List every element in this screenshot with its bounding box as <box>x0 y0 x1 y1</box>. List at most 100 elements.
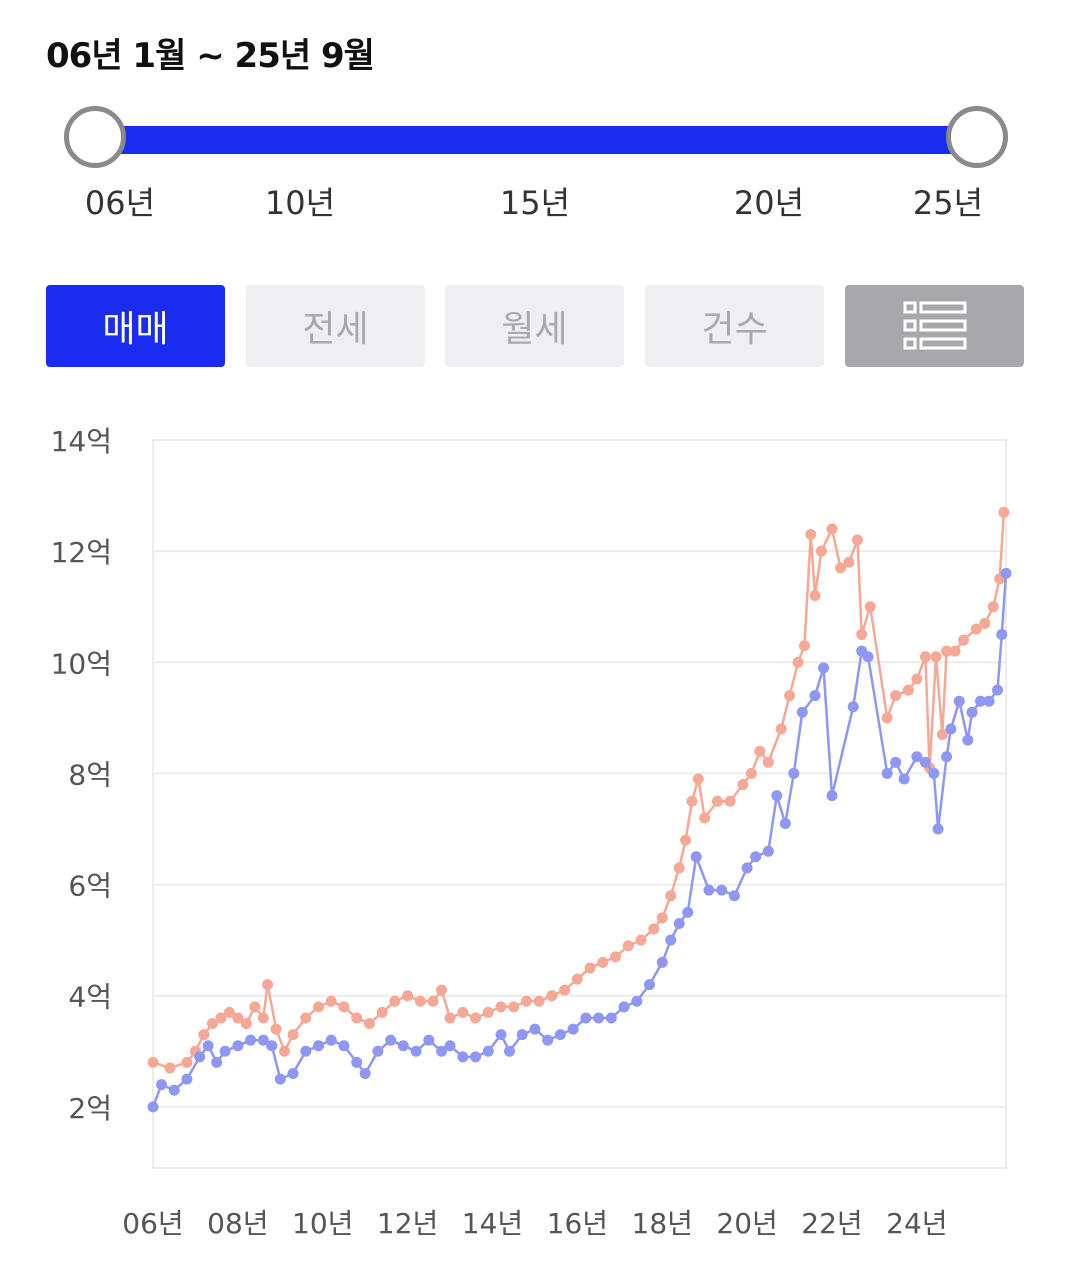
series-1-point <box>338 1001 350 1013</box>
series-2-point <box>788 767 800 779</box>
series-1-point <box>911 673 923 685</box>
series-1-point <box>809 590 821 602</box>
series-1-point <box>970 623 982 635</box>
series-2-point <box>338 1040 350 1052</box>
series-2-point <box>932 823 944 835</box>
series-2-point <box>313 1040 325 1052</box>
series-2-point <box>847 701 859 713</box>
series-1-point <box>584 962 596 974</box>
y-tick-label: 14억 <box>51 425 112 458</box>
series-1-point <box>363 1018 375 1030</box>
y-tick-label: 10억 <box>51 647 112 680</box>
series-1-point <box>881 712 893 724</box>
series-1-point <box>851 534 863 546</box>
list-view-button[interactable] <box>845 285 1024 367</box>
plot-area-frame <box>152 439 1007 1169</box>
series-1-point <box>930 651 942 663</box>
series-2-point <box>656 956 668 968</box>
series-1-point <box>843 556 855 568</box>
series-1-point <box>402 990 414 1002</box>
series-2-point <box>941 751 953 763</box>
series-1-point <box>313 1001 325 1013</box>
slider-track[interactable] <box>97 126 977 154</box>
series-1-point <box>784 690 796 702</box>
y-tick-label: 2억 <box>68 1092 112 1125</box>
series-1-point <box>164 1062 176 1074</box>
y-tick-label: 12억 <box>51 536 112 569</box>
series-1-point <box>648 923 660 935</box>
series-1-point <box>699 812 711 824</box>
series-1-point <box>686 795 698 807</box>
data-type-tabs: 매매 전세 월세 건수 <box>46 285 1024 367</box>
series-1-point <box>987 601 999 613</box>
series-2-point <box>631 995 643 1007</box>
series-1-point <box>680 834 692 846</box>
series-2-point <box>665 934 677 946</box>
series-2-point <box>809 690 821 702</box>
series-1-point <box>520 995 532 1007</box>
tab-monthly-rent[interactable]: 월세 <box>445 285 624 367</box>
year-range-slider[interactable] <box>0 100 1069 180</box>
series-2-point <box>716 884 728 896</box>
series-1-point <box>262 979 274 991</box>
series-1-point <box>376 1006 388 1018</box>
series-2-point <box>593 1012 605 1024</box>
series-1-point <box>958 634 970 646</box>
series-1-point <box>834 562 846 574</box>
series-1-point <box>444 1012 456 1024</box>
x-tick-label: 24년 <box>886 1207 947 1240</box>
series-1-point <box>826 523 838 535</box>
series-1-point <box>622 940 634 952</box>
series-1-point <box>673 862 685 874</box>
series-2-point <box>580 1012 592 1024</box>
price-line-chart: 2억 4억 6억 8억 10억 12억 14억 06년 08년 10년 12년 14년 16년 18년 20… <box>51 425 1012 1240</box>
series-2-point <box>257 1034 269 1046</box>
series-1-point <box>998 506 1010 518</box>
series-1-point <box>533 995 545 1007</box>
series-1-point <box>692 773 704 785</box>
x-tick-label: 22년 <box>801 1207 862 1240</box>
series-1-point <box>936 729 948 741</box>
slider-start-handle[interactable] <box>64 106 126 168</box>
series-2-point <box>245 1034 257 1046</box>
tab-jeonse[interactable]: 전세 <box>246 285 425 367</box>
series-2-point <box>741 862 753 874</box>
series-2-point <box>898 773 910 785</box>
series-1-point <box>949 645 961 657</box>
series-1-point <box>919 651 931 663</box>
tab-sale[interactable]: 매매 <box>46 285 225 367</box>
series-2-point <box>881 767 893 779</box>
series-1-point <box>737 779 749 791</box>
series-1-point <box>257 1012 269 1024</box>
series-2-point <box>945 723 957 735</box>
series-2-point <box>516 1029 528 1041</box>
series-2-point <box>495 1029 507 1041</box>
list-icon <box>903 301 966 350</box>
series-1-point <box>597 956 609 968</box>
series-1-point <box>147 1056 159 1068</box>
slider-end-handle[interactable] <box>946 106 1008 168</box>
series-2-point <box>919 756 931 768</box>
series-2-point <box>232 1040 244 1052</box>
series-2-point <box>372 1045 384 1057</box>
series-2-point <box>826 790 838 802</box>
series-2-point <box>219 1045 231 1057</box>
series-1-point <box>792 656 804 668</box>
series-2-point <box>644 979 656 991</box>
y-tick-label: 6억 <box>68 870 112 903</box>
series-2-point <box>703 884 715 896</box>
series-1-point <box>890 690 902 702</box>
series-1-point <box>389 995 401 1007</box>
series-1-point <box>198 1029 210 1041</box>
series-1-point <box>798 640 810 652</box>
tab-count[interactable]: 건수 <box>645 285 824 367</box>
series-1-point <box>805 528 817 540</box>
series-1-point <box>754 745 766 757</box>
series-1-point <box>325 995 337 1007</box>
series-1-point <box>436 984 448 996</box>
series-1-point <box>427 995 439 1007</box>
series-1-point <box>815 545 827 557</box>
series-2-point <box>962 734 974 746</box>
series-1-point <box>279 1045 291 1057</box>
series-2-point <box>410 1045 422 1057</box>
